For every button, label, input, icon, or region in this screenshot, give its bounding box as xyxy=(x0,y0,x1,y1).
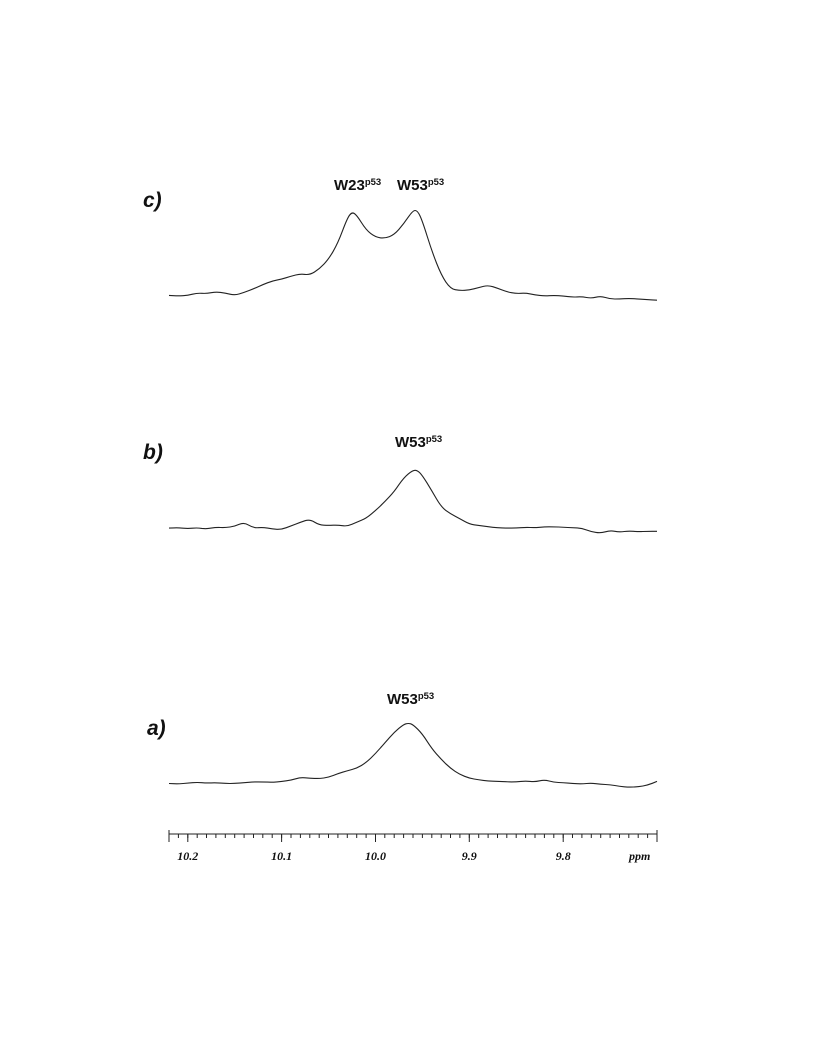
panel-a: a) W53p53 xyxy=(147,691,658,788)
x-axis-minor-ticks xyxy=(168,830,658,842)
peak-label-b-1: W53p53 xyxy=(395,434,442,451)
x-axis-tick-label: 10.1 xyxy=(271,849,292,863)
x-axis-tick-label: 9.8 xyxy=(556,849,571,863)
x-axis-major-ticks xyxy=(187,834,564,842)
x-axis: 10.2 10.1 10.0 9.9 9.8 ppm xyxy=(168,830,658,863)
panel-c: c) W23p53 W53p53 xyxy=(143,177,658,301)
panel-label-a: a) xyxy=(147,717,166,740)
x-axis-tick-label: 9.9 xyxy=(462,849,477,863)
spectrum-trace-c xyxy=(168,209,658,301)
peak-label-c-1: W23p53 xyxy=(334,177,381,194)
x-axis-tick-label: 10.0 xyxy=(365,849,386,863)
x-axis-tick-label: 10.2 xyxy=(177,849,198,863)
peak-label-a-1: W53p53 xyxy=(387,691,434,708)
panel-b: b) W53p53 xyxy=(143,434,657,534)
panel-label-b: b) xyxy=(143,441,163,464)
spectrum-trace-b xyxy=(168,469,657,534)
spectrum-trace-a xyxy=(168,722,658,788)
peak-label-c-2: W53p53 xyxy=(397,177,444,194)
x-axis-tick-labels: 10.2 10.1 10.0 9.9 9.8 xyxy=(177,849,570,863)
x-axis-unit-label: ppm xyxy=(628,849,650,863)
panel-label-c: c) xyxy=(143,189,162,212)
